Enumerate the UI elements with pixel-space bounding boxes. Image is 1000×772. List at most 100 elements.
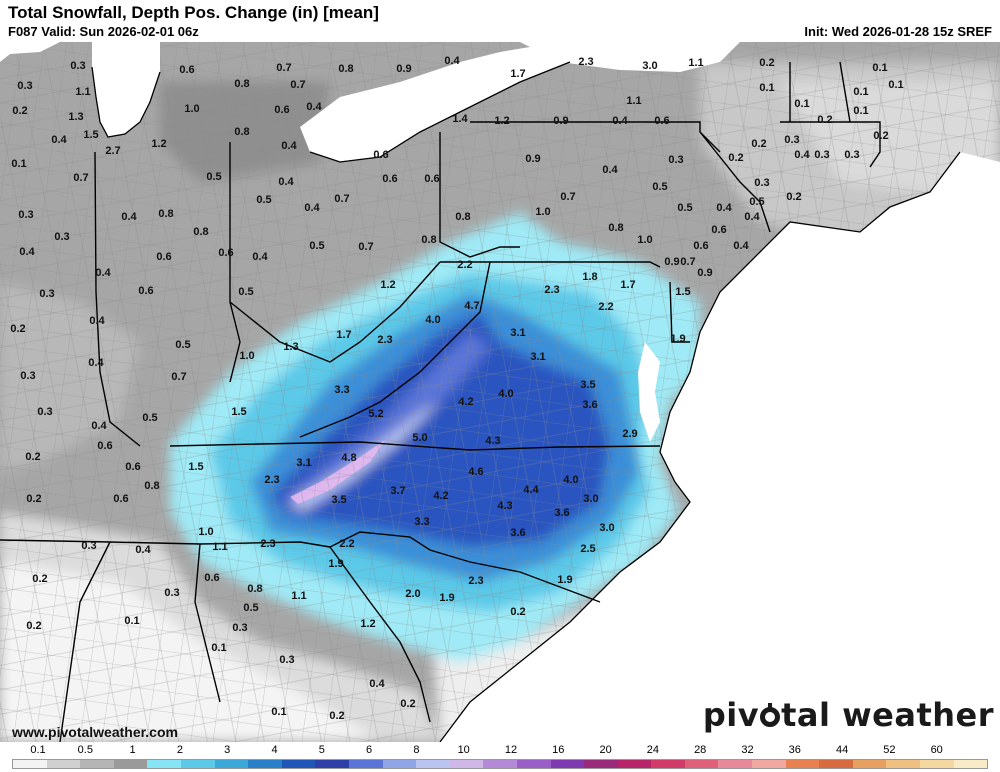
- colorbar-swatch: [46, 760, 81, 768]
- snowfall-value: 0.3: [54, 231, 69, 243]
- snowfall-value: 0.4: [19, 246, 35, 258]
- colorbar-label: 44: [835, 744, 849, 756]
- snowfall-value: 1.1: [291, 590, 306, 602]
- colorbar-swatch: [80, 760, 114, 768]
- state-boundaries: [0, 61, 881, 742]
- colorbar-label: 1: [129, 744, 136, 756]
- snowfall-value: 3.3: [334, 384, 349, 396]
- snowfall-value: 3.6: [582, 399, 597, 411]
- snowfall-value: 0.8: [234, 78, 249, 90]
- snowfall-value: 1.2: [151, 138, 166, 150]
- snowfall-value: 3.6: [510, 527, 525, 539]
- colorbar-swatch: [516, 760, 551, 768]
- snowfall-value: 3.7: [390, 485, 405, 497]
- snowfall-value: 5.0: [412, 432, 427, 444]
- snowfall-value: 1.9: [439, 592, 454, 604]
- snowfall-value: 0.1: [211, 642, 226, 654]
- snowfall-value: 0.4: [281, 140, 297, 152]
- snowfall-value: 1.1: [688, 57, 703, 69]
- snowfall-value: 2.3: [260, 538, 275, 550]
- snowfall-value: 0.4: [733, 240, 749, 252]
- colorbar-label: 20: [599, 744, 612, 756]
- snowfall-value: 2.3: [264, 474, 279, 486]
- snowfall-value: 0.6: [654, 115, 669, 127]
- snowfall-value: 0.3: [17, 80, 32, 92]
- coastlines: [91, 61, 961, 742]
- snowfall-value: 2.9: [622, 428, 637, 440]
- snowfall-value: 0.6: [138, 285, 153, 297]
- snowfall-value: 1.5: [231, 406, 246, 418]
- snowfall-value: 1.8: [582, 271, 597, 283]
- snowfall-value: 1.0: [535, 206, 550, 218]
- snowfall-value: 0.2: [786, 191, 801, 203]
- colorbar-label: 52: [883, 744, 896, 756]
- snowfall-value: 0.5: [238, 286, 253, 298]
- colorbar-swatches: [12, 759, 988, 769]
- snowfall-value: 0.7: [276, 62, 291, 74]
- colorbar-swatch: [819, 760, 853, 768]
- snowfall-value: 0.6: [179, 64, 194, 76]
- colorbar-swatch: [483, 760, 517, 768]
- colorbar-swatch: [113, 760, 148, 768]
- lake-ontario: [520, 42, 740, 72]
- colorbar-swatch: [617, 760, 652, 768]
- snowfall-value: 3.3: [414, 516, 429, 528]
- snowfall-value: 0.4: [91, 420, 107, 432]
- snowfall-value: 3.1: [296, 457, 311, 469]
- colorbar-label: 16: [552, 744, 565, 756]
- colorbar-label: 8: [413, 744, 420, 756]
- snowfall-value: 0.5: [206, 171, 221, 183]
- snowfall-value: 0.4: [744, 211, 760, 223]
- snowfall-value: 0.5: [256, 194, 271, 206]
- snowfall-value: 0.6: [274, 104, 289, 116]
- snowfall-value: 0.6: [711, 224, 726, 236]
- snowfall-value: 0.7: [358, 241, 373, 253]
- valid-time: F087 Valid: Sun 2026-02-01 06z: [8, 24, 199, 39]
- snowfall-value: 0.4: [135, 544, 151, 556]
- snowfall-value: 0.7: [290, 79, 305, 91]
- colorbar-swatch: [886, 760, 921, 768]
- snowfall-value: 1.3: [283, 341, 298, 353]
- snowfall-value: 0.5: [243, 602, 258, 614]
- snowfall-value: 0.5: [749, 196, 764, 208]
- snowfall-value: 0.6: [424, 173, 439, 185]
- snowfall-value: 0.8: [144, 480, 159, 492]
- snowfall-value: 0.3: [39, 288, 54, 300]
- init-time: Init: Wed 2026-01-28 15z SREF: [804, 24, 992, 39]
- colorbar-swatch: [248, 760, 282, 768]
- snowfall-value: 0.4: [95, 267, 111, 279]
- colorbar-swatch: [785, 760, 820, 768]
- colorbar-swatch: [348, 760, 383, 768]
- snowfall-value: 3.1: [530, 351, 545, 363]
- snowfall-value: 0.3: [754, 177, 769, 189]
- snowfall-value: 0.3: [232, 622, 247, 634]
- colorbar-swatch: [180, 760, 215, 768]
- snowfall-value: 3.6: [554, 507, 569, 519]
- map-header: Total Snowfall, Depth Pos. Change (in) […: [0, 0, 1000, 42]
- colorbar-label: 36: [788, 744, 801, 756]
- snowfall-value: 2.2: [457, 259, 472, 271]
- colorbar-swatch: [752, 760, 786, 768]
- snowfall-value: 0.9: [697, 267, 712, 279]
- colorbar-label: 6: [366, 744, 373, 756]
- snowfall-value: 5.2: [368, 408, 383, 420]
- snowfall-value: 1.9: [557, 574, 572, 586]
- snowfall-value: 0.4: [89, 315, 105, 327]
- colorbar-label: 2: [176, 744, 183, 756]
- colorbar-label: 4: [271, 744, 278, 756]
- snowfall-value: 4.7: [464, 300, 479, 312]
- snowfall-value: 4.0: [425, 314, 440, 326]
- snowfall-value: 4.2: [458, 396, 473, 408]
- snowfall-value: 3.0: [642, 60, 657, 72]
- colorbar-label: 12: [504, 744, 518, 756]
- snowfall-value: 0.2: [26, 620, 41, 632]
- snowfall-value: 0.4: [88, 357, 104, 369]
- snowfall-value: 0.2: [728, 152, 743, 164]
- colorbar-swatch: [281, 760, 316, 768]
- snowfall-value: 0.9: [396, 63, 411, 75]
- snowfall-value: 0.8: [247, 583, 262, 595]
- snowfall-value: 0.3: [668, 154, 683, 166]
- snowfall-value: 4.2: [433, 490, 448, 502]
- snowfall-value: 1.5: [83, 129, 98, 141]
- snowfall-value: 0.6: [113, 493, 128, 505]
